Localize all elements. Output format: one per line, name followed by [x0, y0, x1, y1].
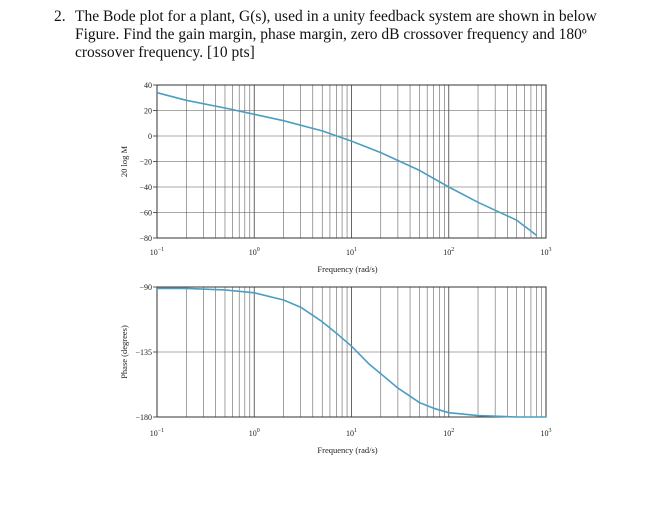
y-axis-label: Phase (degrees) — [119, 325, 129, 379]
x-tick-label: 101 — [346, 247, 357, 257]
y-tick-label: 0 — [148, 132, 152, 141]
x-axis-label: Frequency (rad/s) — [317, 445, 377, 455]
y-tick-label: −180 — [135, 413, 152, 422]
y-tick-label: −20 — [139, 158, 152, 167]
x-tick-label: 102 — [443, 428, 454, 438]
x-tick-label: 102 — [443, 247, 454, 257]
x-tick-label: 100 — [249, 247, 260, 257]
y-tick-label: −40 — [139, 183, 152, 192]
x-tick-label: 103 — [541, 428, 552, 438]
x-tick-label: 10−1 — [150, 428, 164, 438]
phase-curve — [157, 287, 546, 418]
x-axis-label: Frequency (rad/s) — [317, 264, 377, 274]
y-tick-label: −90 — [139, 283, 152, 292]
x-tick-label: 101 — [346, 428, 357, 438]
y-tick-label: −60 — [139, 209, 152, 218]
y-tick-label: −80 — [139, 234, 152, 243]
phase-plot: −90 −135 −180 10−1 100 101 102 103 Frequency (ra… — [119, 283, 552, 455]
x-tick-label: 103 — [541, 247, 552, 257]
question-text: The Bode plot for a plant, G(s), used in… — [75, 8, 597, 61]
question-number: 2. — [54, 8, 66, 25]
y-axis-label: 20 log M — [119, 145, 129, 177]
y-tick-label: 40 — [144, 81, 152, 90]
y-tick-label: 20 — [144, 107, 152, 116]
magnitude-curve — [156, 91, 538, 237]
x-tick-label: 10−1 — [150, 247, 164, 257]
magnitude-plot: 40 20 0 −20 −40 −60 −80 10−1 100 101 102 103 Frequen… — [119, 81, 552, 274]
x-tick-label: 100 — [249, 428, 260, 438]
y-tick-label: −135 — [135, 348, 152, 357]
